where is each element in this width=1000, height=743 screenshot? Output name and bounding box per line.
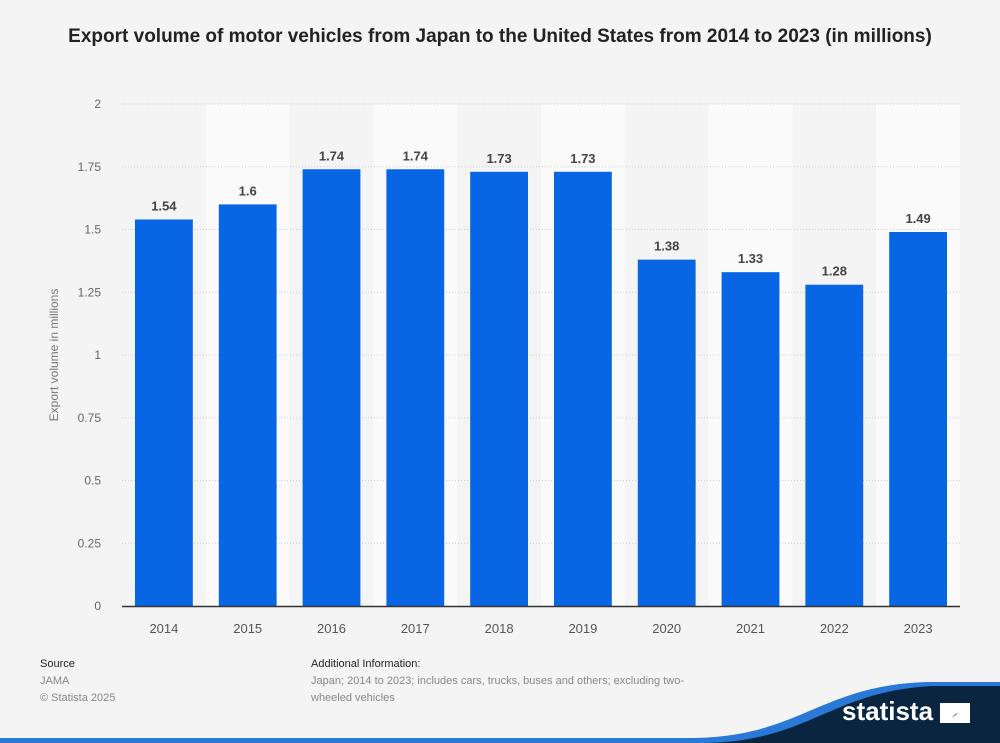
y-tick-label: 0	[94, 599, 101, 613]
data-label: 1.38	[654, 239, 679, 254]
x-tick-label: 2014	[149, 621, 178, 636]
x-tick-label: 2019	[568, 621, 597, 636]
x-tick-label: 2017	[401, 621, 430, 636]
bar[interactable]	[302, 169, 361, 606]
y-tick-label: 1.25	[78, 285, 102, 299]
x-tick-label: 2018	[485, 621, 514, 636]
y-axis-label: Export volume in millions	[47, 289, 61, 422]
copyright: © Statista 2025	[40, 692, 116, 704]
bar[interactable]	[386, 169, 445, 606]
x-tick-label: 2020	[652, 621, 681, 636]
x-tick-label: 2021	[736, 621, 765, 636]
x-tick-label: 2022	[820, 621, 849, 636]
x-tick-label: 2015	[233, 621, 262, 636]
info-heading: Additional Information:	[311, 658, 421, 670]
x-axis-ticks: 2014 2015 2016 2017 2018 2019 2020 2021 2022 2023	[149, 621, 932, 636]
data-label: 1.33	[738, 251, 763, 266]
data-label: 1.73	[570, 151, 595, 166]
data-label: 1.74	[319, 148, 345, 163]
data-label: 1.73	[486, 151, 511, 166]
y-axis-ticks: 0 0.25 0.5 0.75 1 1.25 1.5 1.75 2	[78, 97, 102, 613]
bar[interactable]	[218, 204, 277, 606]
bars	[134, 169, 948, 606]
info-text: Japan; 2014 to 2023; includes cars, truc…	[311, 675, 684, 704]
y-tick-label: 0.75	[78, 411, 102, 425]
bar[interactable]	[134, 219, 193, 606]
source-block: Source JAMA © Statista 2025	[40, 656, 115, 707]
data-label: 1.54	[151, 198, 177, 213]
statista-logo[interactable]: statista	[842, 696, 934, 726]
chart-title: Export volume of motor vehicles from Jap…	[68, 26, 932, 47]
bar[interactable]	[470, 171, 529, 606]
y-tick-label: 2	[94, 97, 101, 111]
y-tick-label: 1.5	[84, 223, 101, 237]
data-label: 1.28	[822, 264, 847, 279]
bar[interactable]	[637, 259, 696, 606]
bar[interactable]	[553, 171, 612, 606]
data-label: 1.6	[239, 183, 257, 198]
bar[interactable]	[805, 284, 864, 606]
additional-info-block: Additional Information: Japan; 2014 to 2…	[311, 656, 711, 707]
bar[interactable]	[889, 232, 948, 606]
source-name[interactable]: JAMA	[40, 675, 70, 687]
source-heading: Source	[40, 658, 75, 670]
x-tick-label: 2023	[904, 621, 933, 636]
banner-dark-shape	[700, 686, 1000, 743]
bar[interactable]	[721, 272, 780, 606]
data-labels: 1.54 1.6 1.74 1.74 1.73 1.73 1.38 1.33 1.28 1.49	[151, 148, 931, 278]
data-label: 1.74	[403, 148, 429, 163]
y-tick-label: 0.25	[78, 536, 102, 550]
statista-logo-icon	[940, 703, 970, 723]
y-tick-label: 1.75	[78, 160, 102, 174]
y-tick-label: 0.5	[84, 474, 101, 488]
y-tick-label: 1	[94, 348, 101, 362]
data-label: 1.49	[905, 211, 930, 226]
x-tick-label: 2016	[317, 621, 346, 636]
